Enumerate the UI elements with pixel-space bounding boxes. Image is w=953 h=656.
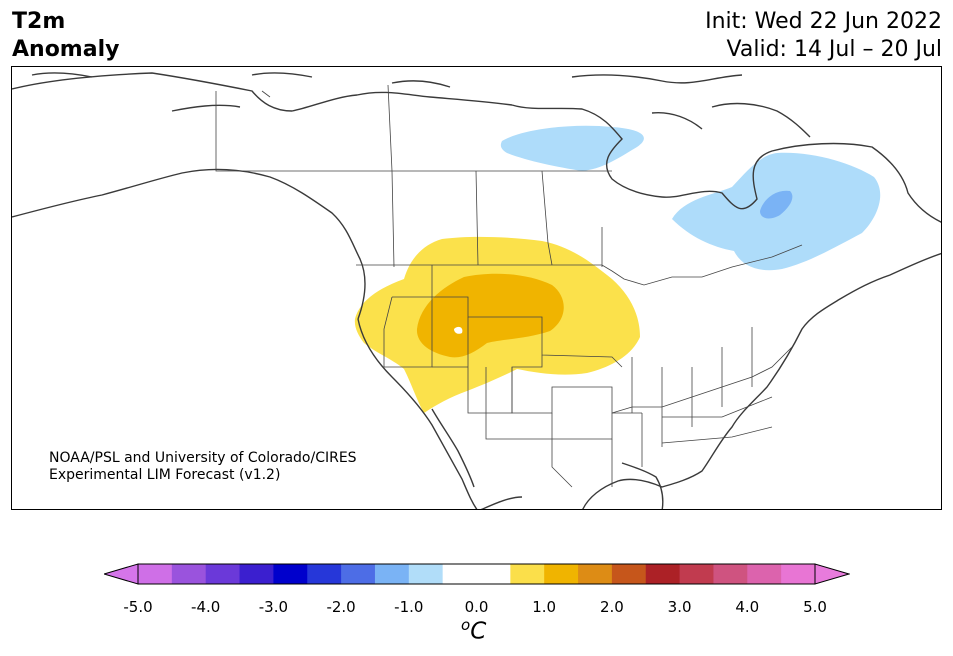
colorbar-cell [713,564,748,584]
colorbar-tick-label: 1.0 [532,598,557,616]
colorbar-tick-label: -2.0 [326,598,356,616]
anomaly-title: Anomaly [12,37,120,62]
colorbar-tick-label: 4.0 [735,598,760,616]
credit-line-1: NOAA/PSL and University of Colorado/CIRE… [49,450,357,466]
chart-title: T2m Anomaly [12,8,119,64]
valid-period: Valid: 14 Jul – 20 Jul [726,37,942,62]
colorbar-cell [679,564,714,584]
warm-anomaly-gap [454,326,463,334]
colorbar-cell [205,564,241,584]
colorbar-cell [408,564,444,584]
colorbar-cell [544,564,579,584]
coastlines [12,72,941,509]
init-date: Init: Wed 22 Jun 2022 [705,9,942,34]
unit-label: oC [461,616,486,645]
cold-anomaly-core [760,190,793,219]
colorbar-cell [341,564,376,584]
colorbar-tick-label: 5.0 [803,598,827,616]
colorbar-cell [239,564,274,584]
colorbar-cell [442,564,477,584]
colorbar-cell [476,564,511,584]
map-panel [11,66,942,510]
colorbar-cell [171,564,207,584]
colorbar-tick-label: 3.0 [667,598,692,616]
colorbar [104,563,850,585]
colorbar-tick-label: 0.0 [464,598,489,616]
colorbar-cell [611,564,647,584]
degree-symbol: o [461,616,471,634]
colorbar-min-extend [104,563,139,585]
north-america-map [12,72,941,509]
colorbar-cell [747,564,782,584]
colorbar-tick-label: -5.0 [123,598,153,616]
credit-line-2: Experimental LIM Forecast (v1.2) [49,467,281,483]
colorbar-cell [510,564,545,584]
variable-title: T2m [12,9,66,34]
colorbar-cell [374,564,410,584]
credit-text: NOAA/PSL and University of Colorado/CIRE… [49,450,357,484]
colorbar-tick-label: 2.0 [599,598,624,616]
colorbar-max-extend [814,563,850,585]
warm-anomaly-2c [416,273,564,358]
political-boundaries [215,84,803,488]
cold-anomaly-hudson-bay [500,125,644,171]
colorbar-cell [645,564,681,584]
unit-letter: C [470,618,487,645]
colorbar-cell [273,564,308,584]
colorbar-tick-label: -3.0 [258,598,289,616]
colorbar-tick-label: -1.0 [394,598,424,616]
colorbar-cell [578,564,613,584]
colorbar-cells [138,564,816,584]
colorbar-cell [307,564,342,584]
colorbar-cell [138,564,173,584]
forecast-dates: Init: Wed 22 Jun 2022 Valid: 14 Jul – 20… [705,8,942,64]
colorbar-cell [781,564,816,584]
colorbar-tick-label: -4.0 [191,598,221,616]
colorbar-outline [137,563,816,585]
